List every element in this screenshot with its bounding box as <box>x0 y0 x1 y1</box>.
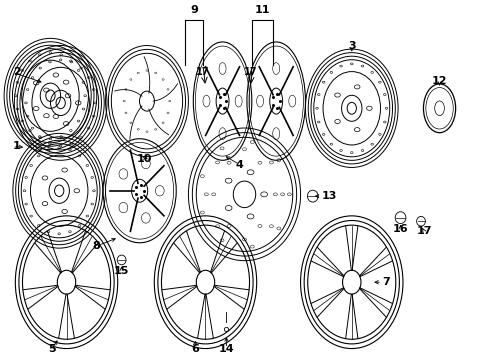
Text: 5: 5 <box>48 343 56 354</box>
Text: 17: 17 <box>196 67 209 77</box>
Text: 1: 1 <box>13 141 20 151</box>
Text: 16: 16 <box>392 224 407 234</box>
Text: 7: 7 <box>381 277 389 287</box>
Text: 11: 11 <box>254 5 269 15</box>
Text: 10: 10 <box>137 154 152 164</box>
Text: 2: 2 <box>13 67 20 77</box>
Text: 17: 17 <box>244 67 257 77</box>
Text: 12: 12 <box>431 76 447 86</box>
Text: 14: 14 <box>218 343 234 354</box>
Text: 8: 8 <box>92 241 100 251</box>
Text: 3: 3 <box>347 41 355 50</box>
Text: 13: 13 <box>321 191 336 201</box>
Text: 15: 15 <box>114 266 129 276</box>
Text: 9: 9 <box>190 5 198 15</box>
Text: 17: 17 <box>415 226 431 236</box>
Text: 4: 4 <box>235 159 243 170</box>
Text: 6: 6 <box>190 343 198 354</box>
